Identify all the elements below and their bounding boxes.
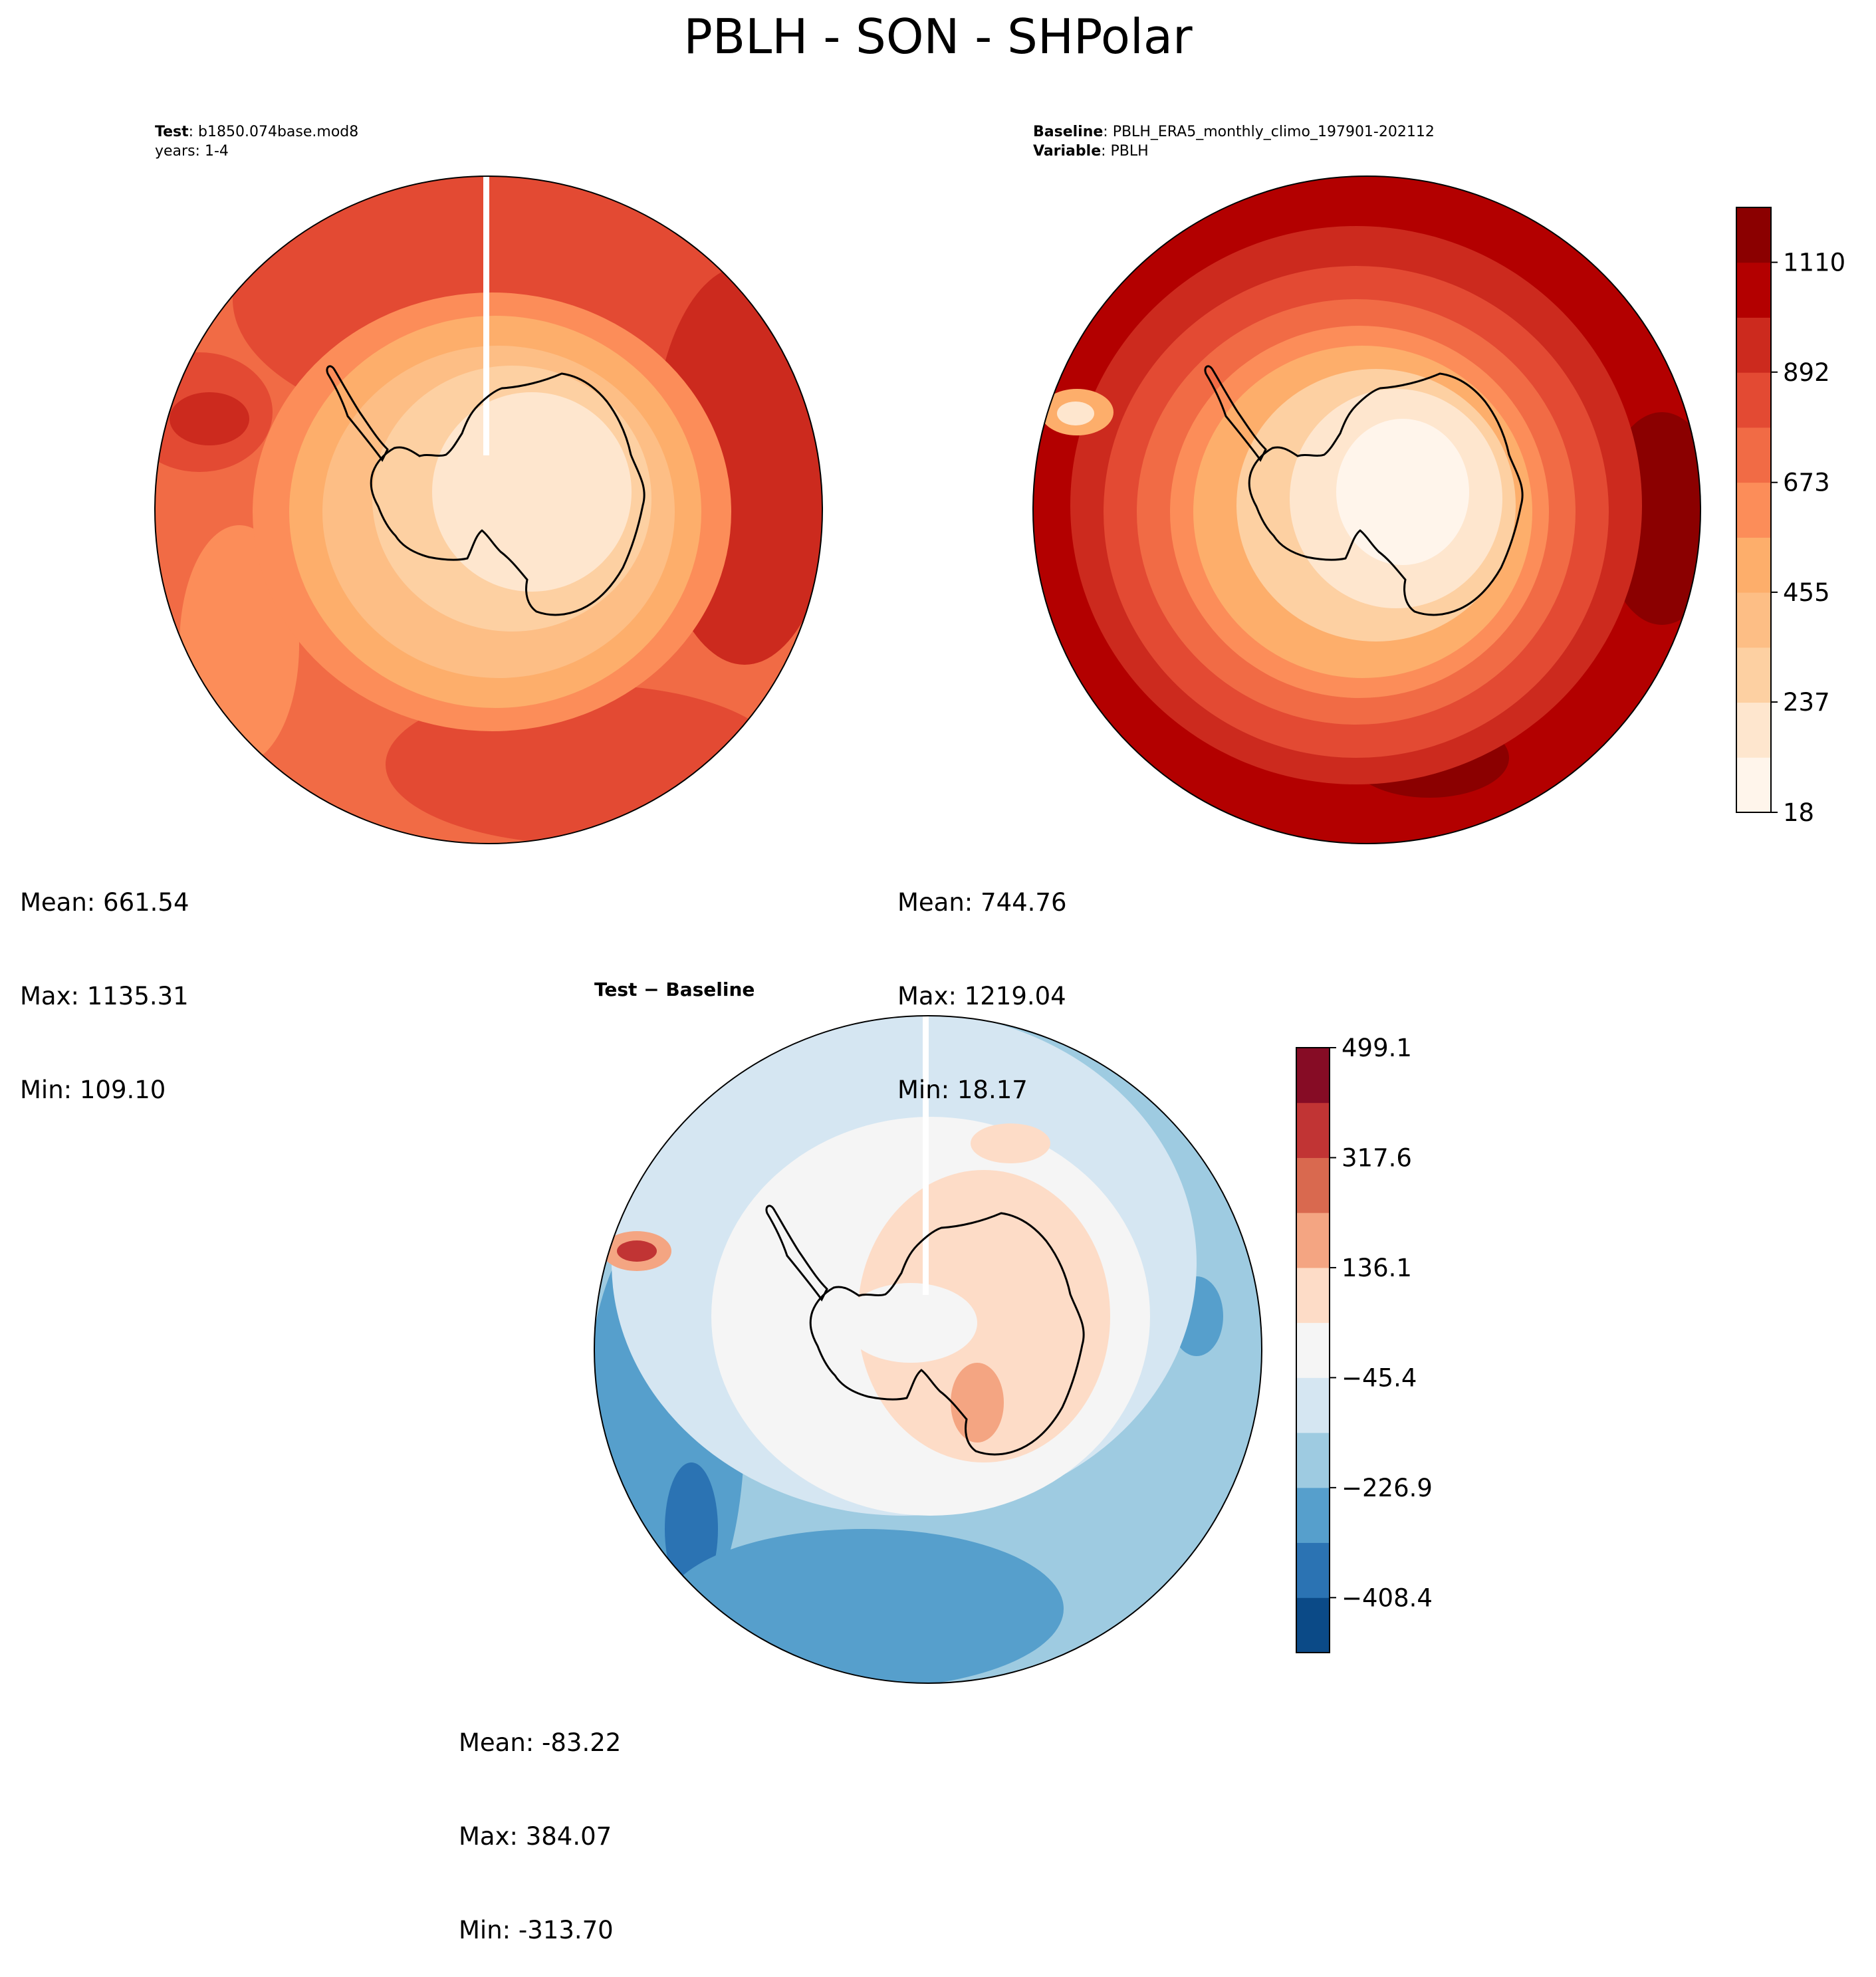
map-diff-border — [594, 1015, 1262, 1684]
colorbar-diff-tick-label: 499.1 — [1342, 1034, 1412, 1062]
stats-baseline: Mean: 744.76 Max: 1219.04 Min: 18.17 — [897, 824, 1067, 1137]
colorbar-diff-tick-label: 317.6 — [1342, 1143, 1412, 1172]
colorbar-diff: −408.4 −226.9 −45.4 136.1 317.6 499.1 — [1296, 1034, 1433, 1653]
colorbar-abs-segment — [1736, 757, 1771, 813]
colorbar-diff-segment — [1296, 1322, 1330, 1378]
colorbar-diff-segment — [1296, 1102, 1330, 1158]
panel-diff: Test − Baseline −408.4 −226.9 −45.4 136.1 31… — [594, 979, 1433, 1684]
panel-test-header-2: years: 1-4 — [155, 143, 229, 160]
colorbar-abs-segment — [1736, 427, 1771, 483]
panel-baseline-header-2: Variable: PBLH — [1033, 143, 1149, 160]
map-test-border — [154, 175, 823, 844]
stats-test-mean: Mean: 661.54 — [20, 888, 189, 917]
colorbar-abs-border — [1736, 207, 1772, 813]
stats-diff-min: Min: -313.70 — [459, 1916, 614, 1944]
stats-diff-mean: Mean: -83.22 — [459, 1728, 622, 1757]
colorbar-abs-segment — [1736, 647, 1771, 703]
map-test — [155, 176, 822, 844]
colorbar-diff-segment — [1296, 1542, 1330, 1598]
panel-baseline-header-1: Baseline: PBLH_ERA5_monthly_climo_197901… — [1033, 124, 1435, 140]
stats-test: Mean: 661.54 Max: 1135.31 Min: 109.10 — [20, 824, 189, 1137]
colorbar-diff-tick-label: −226.9 — [1342, 1474, 1433, 1502]
colorbar-abs-tick-label: 18 — [1783, 798, 1814, 827]
stats-baseline-min: Min: 18.17 — [897, 1076, 1028, 1104]
colorbar-diff-segment — [1296, 1267, 1330, 1324]
colorbar-diff-segment — [1296, 1048, 1330, 1104]
colorbar-abs-segment — [1736, 482, 1771, 538]
panel-test-header-1: Test: b1850.074base.mod8 — [155, 124, 358, 140]
panel-baseline: Baseline: PBLH_ERA5_monthly_climo_197901… — [1032, 124, 1845, 844]
figure-title: PBLH - SON - SHPolar — [683, 9, 1193, 64]
colorbar-abs-tick-label: 673 — [1783, 469, 1830, 497]
colorbar-abs-tick-label: 892 — [1783, 358, 1830, 387]
colorbar-diff-tick-label: 136.1 — [1342, 1254, 1412, 1282]
colorbar-abs-segment — [1736, 262, 1771, 318]
colorbar-diff-tick-label: −45.4 — [1342, 1363, 1417, 1392]
colorbar-diff-border — [1296, 1047, 1330, 1653]
stats-test-max: Max: 1135.31 — [20, 982, 189, 1010]
map-diff — [594, 1016, 1262, 1683]
stats-diff: Mean: -83.22 Max: 384.07 Min: -313.70 — [459, 1665, 621, 1977]
colorbar-abs-segment — [1736, 537, 1771, 593]
stats-diff-max: Max: 384.07 — [459, 1822, 612, 1851]
stats-baseline-mean: Mean: 744.76 — [897, 888, 1067, 917]
colorbar-diff-segment — [1296, 1213, 1330, 1268]
colorbar-diff-segment — [1296, 1377, 1330, 1433]
colorbar-abs-segment — [1736, 372, 1771, 428]
colorbar-abs-tick-label: 1110 — [1783, 249, 1845, 277]
colorbar-abs-tick-label: 455 — [1783, 578, 1830, 607]
colorbar-abs-segment — [1736, 702, 1771, 758]
figure: PBLH - SON - SHPolar Test: b1850.074base… — [154, 9, 1845, 1684]
colorbar-diff-tick-label: −408.4 — [1342, 1583, 1433, 1612]
colorbar-abs-segment — [1736, 207, 1771, 263]
colorbar-abs-segment — [1736, 592, 1771, 648]
stats-baseline-max: Max: 1219.04 — [897, 982, 1066, 1010]
panel-diff-header: Test − Baseline — [594, 979, 755, 1000]
map-baseline-border — [1032, 175, 1701, 844]
map-baseline — [1033, 176, 1700, 844]
colorbar-abs-tick-label: 237 — [1783, 688, 1830, 717]
colorbar-abs: 18 237 455 673 892 1110 — [1736, 207, 1845, 827]
stats-test-min: Min: 109.10 — [20, 1076, 166, 1104]
panel-test: Test: b1850.074base.mod8 years: 1-4 — [154, 124, 823, 844]
colorbar-diff-segment — [1296, 1597, 1330, 1653]
colorbar-diff-segment — [1296, 1157, 1330, 1213]
colorbar-diff-segment — [1296, 1487, 1330, 1544]
colorbar-diff-segment — [1296, 1433, 1330, 1488]
colorbar-abs-segment — [1736, 317, 1771, 373]
